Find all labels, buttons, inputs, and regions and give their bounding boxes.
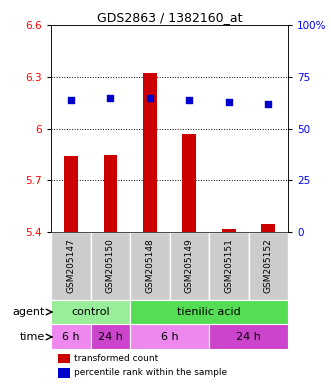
Point <box>226 99 231 105</box>
Bar <box>130 232 169 300</box>
Text: percentile rank within the sample: percentile rank within the sample <box>74 368 227 377</box>
Bar <box>51 232 91 300</box>
Bar <box>51 324 91 349</box>
Text: GSM205151: GSM205151 <box>224 238 233 293</box>
Text: GSM205148: GSM205148 <box>145 238 155 293</box>
Title: GDS2863 / 1382160_at: GDS2863 / 1382160_at <box>97 11 242 24</box>
Bar <box>91 324 130 349</box>
Text: time: time <box>20 332 45 342</box>
Text: GSM205150: GSM205150 <box>106 238 115 293</box>
Text: GSM205152: GSM205152 <box>264 238 273 293</box>
Bar <box>91 232 130 300</box>
Bar <box>130 300 288 324</box>
Text: 6 h: 6 h <box>62 332 80 342</box>
Bar <box>182 134 196 232</box>
Bar <box>222 229 236 232</box>
Bar <box>104 154 118 232</box>
Bar <box>209 232 249 300</box>
Point <box>147 94 153 101</box>
Bar <box>249 232 288 300</box>
Bar <box>261 223 275 232</box>
Text: tienilic acid: tienilic acid <box>177 307 241 317</box>
Text: agent: agent <box>12 307 45 317</box>
Point <box>187 96 192 103</box>
Bar <box>130 324 209 349</box>
Text: 24 h: 24 h <box>98 332 123 342</box>
Text: GSM205147: GSM205147 <box>67 238 75 293</box>
Point <box>108 94 113 101</box>
Bar <box>169 232 209 300</box>
Text: 6 h: 6 h <box>161 332 178 342</box>
Bar <box>64 156 78 232</box>
Text: transformed count: transformed count <box>74 354 158 363</box>
Text: control: control <box>71 307 110 317</box>
Text: GSM205149: GSM205149 <box>185 238 194 293</box>
Text: 24 h: 24 h <box>236 332 261 342</box>
Point <box>265 101 271 107</box>
Point <box>69 96 74 103</box>
Bar <box>51 300 130 324</box>
Bar <box>209 324 288 349</box>
Bar <box>143 73 157 232</box>
